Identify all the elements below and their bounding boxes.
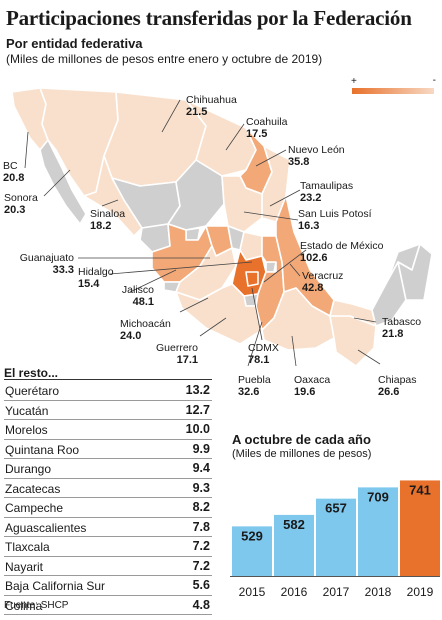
bar-2015 (232, 526, 272, 576)
resto-title: El resto... (4, 366, 59, 380)
bar-chart: 529 2015 582 2016 657 2017 709 2018 741 2019 (230, 480, 440, 599)
map-state-qroo (397, 243, 433, 301)
table-row: Colima 4.8 (4, 596, 212, 615)
table-row: Baja California Sur 5.6 (4, 576, 212, 596)
map-label: Chihuahua 21.5 (186, 94, 237, 118)
legend-gradient (352, 88, 434, 94)
bar-chart-title: A octubre de cada año (232, 432, 371, 447)
bar-2019 (400, 480, 440, 576)
bar-value-label: 582 (283, 517, 305, 532)
table-row: Yucatán 12.7 (4, 401, 212, 420)
x-tick-label: 2018 (365, 585, 392, 599)
map-unit: (Miles de millones de pesos entre enero … (6, 52, 323, 66)
table-row: Morelos 10.0 (4, 420, 212, 440)
map-label: Sonora 20.3 (4, 192, 38, 216)
x-tick-label: 2017 (323, 585, 350, 599)
map-state-tlaxcala (265, 261, 277, 273)
divider (4, 379, 212, 380)
table-row: Nayarit 7.2 (4, 557, 212, 576)
map-label: Puebla 32.6 (238, 374, 271, 398)
map-label: San Luis Potosí 16.3 (298, 208, 372, 232)
map-label: Chiapas 26.6 (378, 374, 417, 398)
map-label: Hidalgo 15.4 (78, 266, 114, 290)
bar-chart-unit: (Miles de millones de pesos) (232, 448, 372, 460)
table-row: Durango 9.4 (4, 459, 212, 479)
map-state-ags (185, 227, 201, 241)
bar-value-label: 657 (325, 501, 347, 516)
map-label: Tabasco 21.8 (382, 316, 422, 340)
map-label: CDMX 78.1 (248, 342, 279, 366)
map-label: Nuevo León 35.8 (288, 144, 345, 168)
table-row: Tlaxcala 7.2 (4, 537, 212, 557)
x-tick-label: 2019 (407, 585, 434, 599)
map-legend: + - (350, 75, 436, 94)
map-state-cdmx (245, 271, 259, 287)
bar-2017 (316, 498, 356, 576)
map-label: Sinaloa 18.2 (90, 208, 126, 232)
bar-value-label: 709 (367, 489, 389, 504)
map-label: Guerrero 17.1 (155, 342, 198, 366)
map-label: Jalisco 48.1 (121, 284, 154, 308)
table-row: Querétaro 13.2 (4, 381, 212, 401)
legend-minus: - (432, 75, 436, 86)
map-label: Estado de México 102.6 (300, 240, 384, 264)
map-label: Oaxaca 19.6 (294, 374, 331, 398)
bar-value-label: 741 (409, 482, 431, 497)
bar-value-label: 529 (241, 528, 263, 543)
map-subtitle: Por entidad federativa (6, 36, 143, 51)
table-row: Aguascalientes 7.8 (4, 518, 212, 537)
map-label: Coahuila 17.5 (246, 116, 288, 140)
resto-table: Querétaro 13.2 Yucatán 12.7 Morelos 10.0 Qu… (4, 381, 212, 615)
map-label: Guanajuato 33.3 (19, 252, 74, 276)
mexico-map (11, 87, 433, 367)
map-label: Michoacán 24.0 (120, 318, 171, 342)
table-row: Campeche 8.2 (4, 498, 212, 518)
page-title: Participaciones transferidas por la Fede… (6, 6, 412, 30)
map-label: Veracruz 42.8 (302, 270, 344, 294)
bar-2016 (274, 514, 314, 576)
map-state-slp (221, 175, 263, 233)
x-tick-label: 2015 (239, 585, 266, 599)
map-label: BC 20.8 (3, 160, 25, 184)
table-row: Quintana Roo 9.9 (4, 440, 212, 459)
legend-plus: + (351, 76, 357, 87)
map-label: Tamaulipas 23.2 (300, 180, 354, 204)
bar-2018 (358, 487, 398, 576)
table-row: Zacatecas 9.3 (4, 479, 212, 498)
source-note: Fuente: SHCP (4, 600, 69, 611)
x-tick-label: 2016 (281, 585, 308, 599)
map-state-guerrero (175, 283, 263, 345)
map-state-bcs (39, 139, 87, 225)
